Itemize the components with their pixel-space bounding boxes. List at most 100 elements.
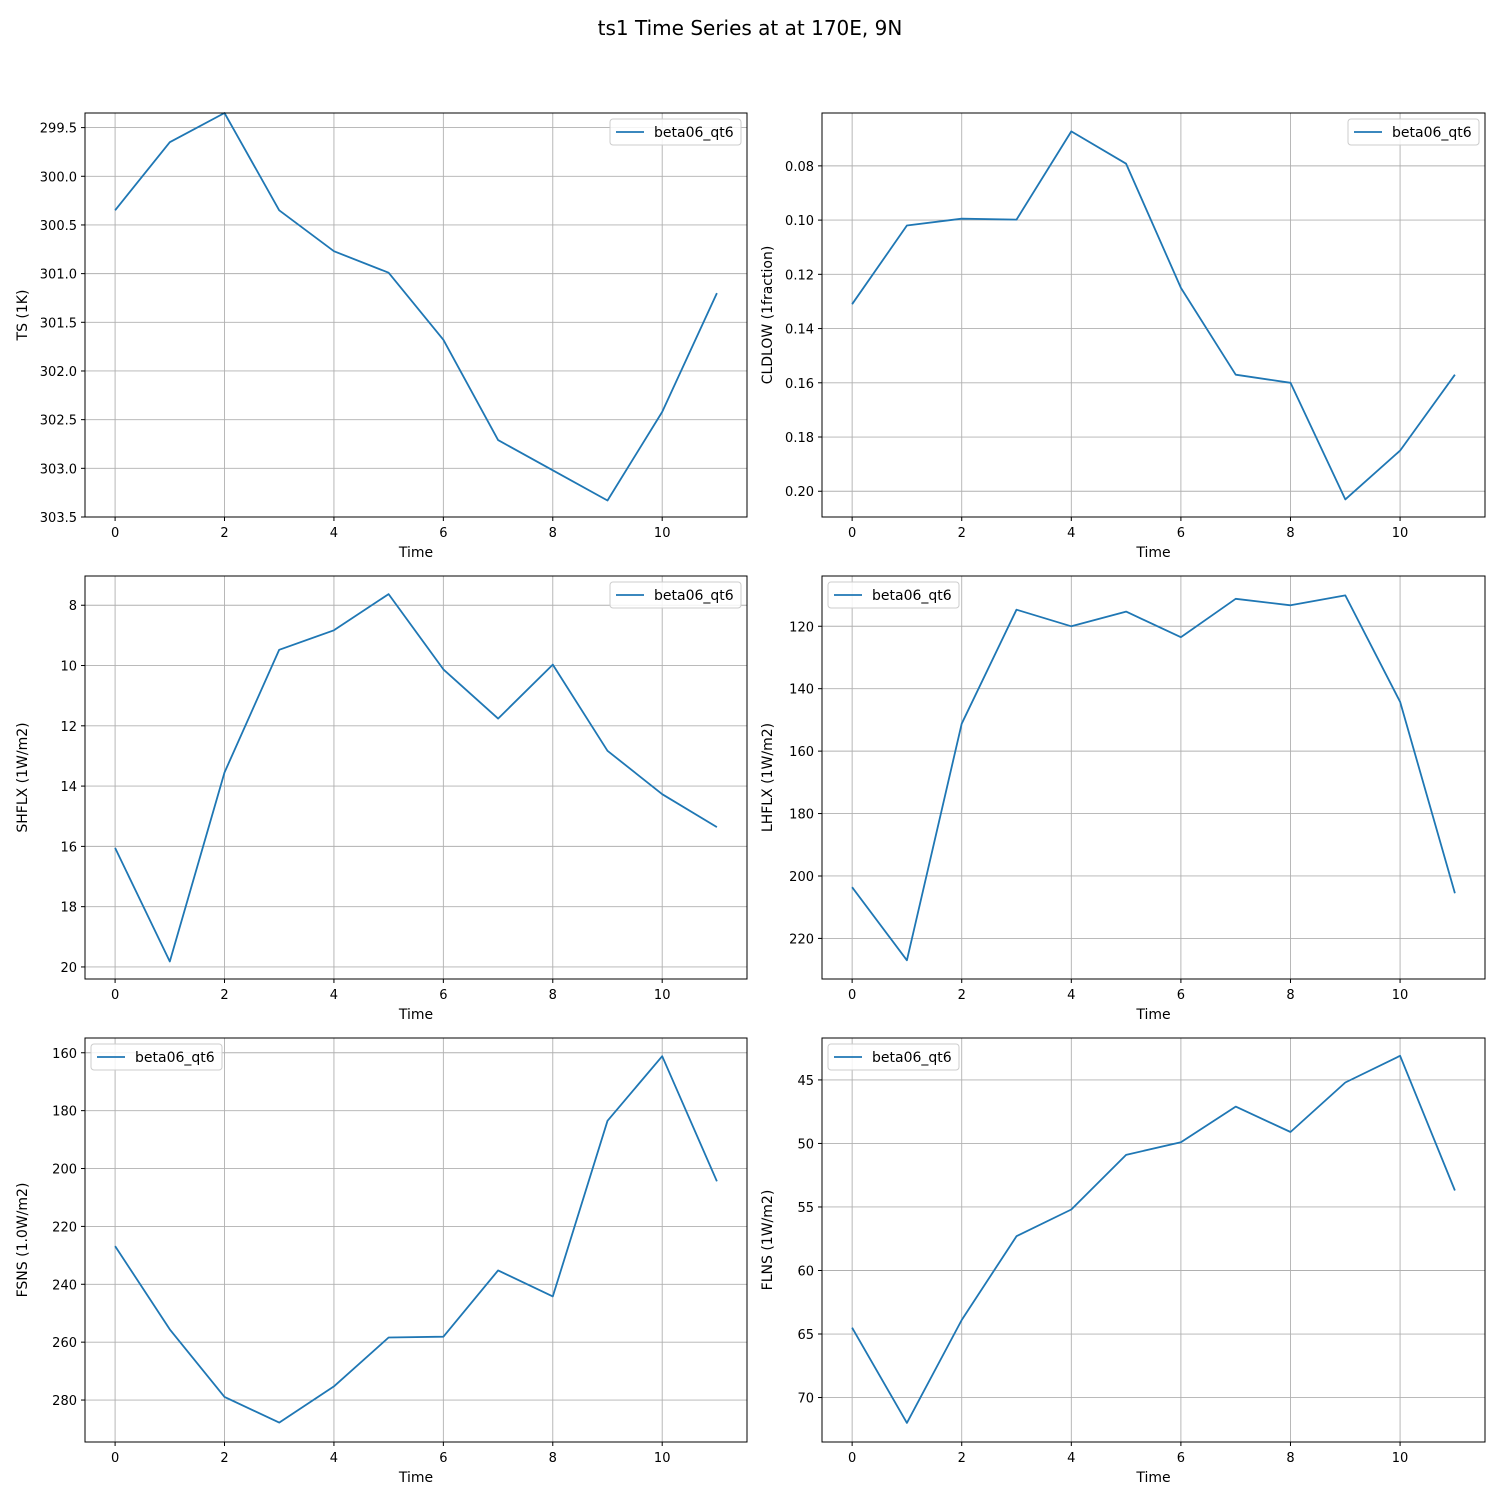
legend: beta06_qt6 <box>1347 118 1480 146</box>
y-tick-label: 65 <box>797 1328 814 1343</box>
x-axis-label: Time <box>1135 545 1170 561</box>
x-tick-label: 2 <box>958 526 966 541</box>
subplot-1: 0 2 4 6 8 10 299.5 300.0 300.5 301.0 301.5 302.0 302… <box>15 112 748 561</box>
legend-box <box>827 1043 960 1071</box>
y-tick-label: 299.5 <box>40 122 77 137</box>
x-tick-label: 10 <box>654 1451 671 1466</box>
subplot-5: 0 2 4 6 8 10 160 180 200 220 240 260 280 Time FSNS (1.… <box>15 1037 748 1486</box>
y-tick-label: 45 <box>797 1074 814 1089</box>
y-tick-label: 0.16 <box>785 377 814 392</box>
x-tick-label: 10 <box>1392 988 1409 1003</box>
x-tick-label: 2 <box>220 526 228 541</box>
x-tick-label: 2 <box>220 1451 228 1466</box>
x-tick-label: 4 <box>1067 988 1075 1003</box>
legend: beta06_qt6 <box>827 1043 960 1071</box>
subplot-3: 0 2 4 6 8 10 8 10 12 14 16 18 20 Time SHFLX (1W/m2) bet… <box>15 575 748 1023</box>
x-tick-label: 0 <box>848 988 856 1003</box>
y-tick-label: 16 <box>60 840 77 855</box>
legend-label: beta06_qt6 <box>654 125 734 141</box>
legend-box <box>90 1043 223 1071</box>
legend-box <box>609 118 742 146</box>
figure-title: ts1 Time Series at at 170E, 9N <box>597 16 903 40</box>
y-tick-label: 300.5 <box>40 219 77 234</box>
y-tick-label: 260 <box>52 1336 77 1351</box>
y-tick-label: 303.0 <box>40 462 77 477</box>
y-tick-label: 303.5 <box>40 511 77 526</box>
axes-frame <box>84 575 748 980</box>
axes-frame <box>821 1037 1486 1443</box>
x-tick-label: 6 <box>1177 1451 1185 1466</box>
y-tick-label: 302.5 <box>40 414 77 429</box>
x-axis-label: Time <box>1135 1470 1170 1486</box>
y-tick-label: 280 <box>52 1394 77 1409</box>
y-tick-label: 301.5 <box>40 316 77 331</box>
series-line <box>114 593 718 963</box>
series-line <box>851 1054 1456 1424</box>
y-tick-label: 0.12 <box>785 268 814 283</box>
y-tick-label: 0.08 <box>785 160 814 175</box>
series-line <box>851 594 1456 962</box>
axes-frame <box>821 575 1486 980</box>
y-tick-label: 8 <box>69 599 77 614</box>
x-tick-label: 6 <box>1177 988 1185 1003</box>
y-axis-label: CLDLOW (1fraction) <box>760 246 776 385</box>
x-tick-label: 0 <box>111 988 119 1003</box>
legend-label: beta06_qt6 <box>654 588 734 604</box>
legend-label: beta06_qt6 <box>872 1050 952 1066</box>
subplot-6: 0 2 4 6 8 10 45 50 55 60 65 70 Time FLNS (1W/m2) beta0… <box>760 1037 1486 1486</box>
series-line <box>114 1055 718 1424</box>
y-tick-label: 200 <box>52 1163 77 1178</box>
x-tick-label: 0 <box>848 526 856 541</box>
legend-label: beta06_qt6 <box>1392 125 1472 141</box>
y-tick-label: 301.0 <box>40 268 77 283</box>
y-tick-label: 10 <box>60 660 77 675</box>
axes-frame <box>821 112 1486 518</box>
x-tick-label: 8 <box>1286 1451 1294 1466</box>
y-tick-label: 55 <box>797 1201 814 1216</box>
y-tick-label: 18 <box>60 901 77 916</box>
x-axis-label: Time <box>398 545 433 561</box>
x-axis-label: Time <box>398 1007 433 1023</box>
x-tick-label: 2 <box>958 988 966 1003</box>
x-tick-label: 4 <box>1067 1451 1075 1466</box>
legend: beta06_qt6 <box>609 118 742 146</box>
y-tick-label: 0.18 <box>785 431 814 446</box>
legend-box <box>827 581 960 609</box>
y-tick-label: 160 <box>789 745 814 760</box>
x-tick-label: 10 <box>654 526 671 541</box>
y-axis-label: SHFLX (1W/m2) <box>15 722 31 832</box>
y-tick-label: 12 <box>60 720 77 735</box>
y-tick-label: 200 <box>789 870 814 885</box>
x-tick-label: 8 <box>1286 526 1294 541</box>
x-tick-label: 8 <box>549 1451 557 1466</box>
x-tick-label: 10 <box>654 988 671 1003</box>
x-tick-label: 2 <box>958 1451 966 1466</box>
x-tick-label: 6 <box>439 526 447 541</box>
y-tick-label: 20 <box>60 961 77 976</box>
x-tick-label: 4 <box>330 988 338 1003</box>
x-tick-label: 6 <box>439 988 447 1003</box>
series-line <box>114 112 718 502</box>
subplot-2: 0 2 4 6 8 10 0.08 0.10 0.12 0.14 0.16 0.18 0.20 Time C… <box>760 112 1486 561</box>
x-axis-label: Time <box>398 1470 433 1486</box>
y-tick-label: 180 <box>789 808 814 823</box>
y-tick-label: 0.14 <box>785 323 814 338</box>
y-tick-label: 220 <box>52 1220 77 1235</box>
y-axis-label: FLNS (1W/m2) <box>760 1190 776 1291</box>
x-tick-label: 8 <box>1286 988 1294 1003</box>
series-line <box>851 130 1456 501</box>
x-tick-label: 6 <box>1177 526 1185 541</box>
y-tick-label: 160 <box>52 1047 77 1062</box>
y-axis-label: FSNS (1.0W/m2) <box>15 1183 31 1298</box>
axes-frame <box>84 1037 748 1443</box>
x-tick-label: 0 <box>848 1451 856 1466</box>
y-tick-label: 120 <box>789 620 814 635</box>
x-tick-label: 8 <box>549 526 557 541</box>
legend: beta06_qt6 <box>90 1043 223 1071</box>
y-tick-label: 180 <box>52 1105 77 1120</box>
y-tick-label: 14 <box>60 780 77 795</box>
x-tick-label: 4 <box>330 1451 338 1466</box>
y-tick-label: 50 <box>797 1137 814 1152</box>
x-tick-label: 10 <box>1392 1451 1409 1466</box>
